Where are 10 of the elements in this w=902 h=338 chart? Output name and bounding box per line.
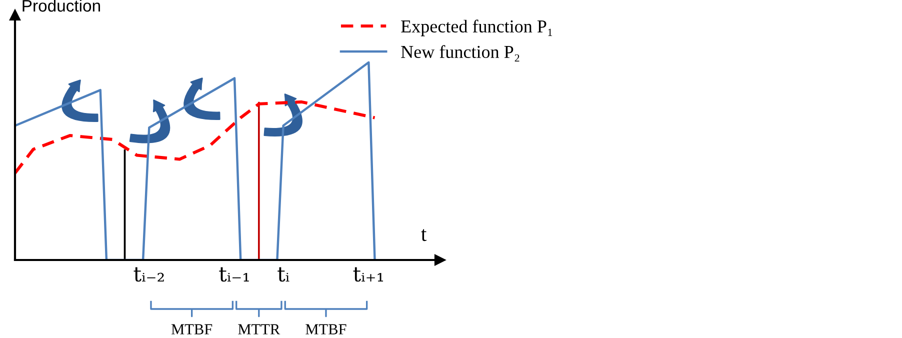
text: MTBF bbox=[171, 324, 212, 334]
legend-label: New function P₂ bbox=[401, 45, 520, 62]
legend-label: Expected function P₁ bbox=[401, 20, 552, 36]
text: MTTR bbox=[238, 324, 280, 334]
x-tick-label: tᵢ bbox=[278, 267, 290, 282]
x-tick-label: tᵢ₋₂ bbox=[134, 267, 164, 282]
x-axis-title: t bbox=[421, 229, 427, 242]
x-tick-label: tᵢ₊₁ bbox=[353, 267, 383, 282]
x-tick-label: tᵢ₋₁ bbox=[219, 267, 249, 282]
text: MTBF bbox=[306, 324, 346, 334]
